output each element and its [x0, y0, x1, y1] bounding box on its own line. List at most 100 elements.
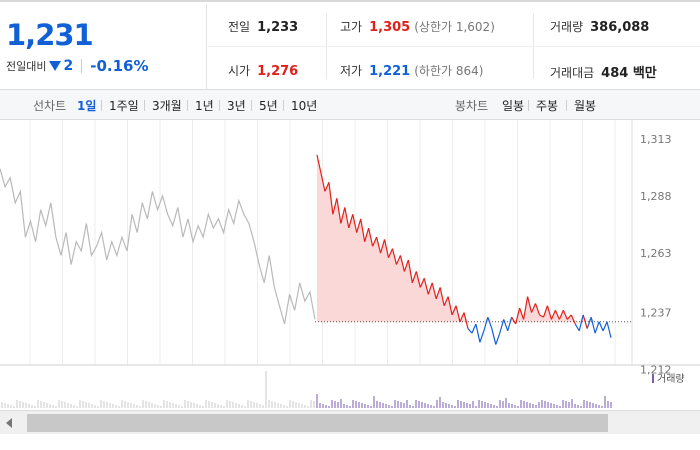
today-line-segment [336, 198, 342, 224]
y-tick-label: 1,212 [640, 364, 672, 377]
stat-volume: 거래량 386,088 [550, 18, 649, 35]
divider [283, 100, 284, 111]
stat-value: 1,276 [257, 64, 299, 79]
period-tab-3m[interactable]: 3개월 [152, 99, 182, 113]
today-line-segment [328, 182, 334, 215]
today-line-segment [411, 271, 417, 284]
period-tab-1y[interactable]: 1년 [195, 99, 214, 113]
line-chart-label: 선차트 [33, 99, 67, 113]
y-tick-label: 1,313 [640, 133, 672, 146]
current-price: 1,231 [6, 18, 94, 52]
stat-value: 1,233 [257, 20, 299, 35]
stat-value: 1,305 [369, 20, 411, 35]
stat-prev-close: 전일 1,233 [228, 18, 298, 35]
today-line-segment [407, 259, 413, 283]
today-line-segment [475, 323, 481, 343]
today-line-segment [320, 173, 326, 192]
today-line-segment [360, 218, 366, 242]
divider [81, 59, 83, 73]
legend-label: 거래량 [657, 373, 685, 385]
today-line-segment [427, 282, 433, 295]
today-line-segment [443, 296, 449, 306]
stat-value: 1,221 [369, 64, 411, 79]
today-line-segment [435, 287, 441, 300]
period-tab-5y[interactable]: 5년 [259, 99, 278, 113]
today-line-segment [391, 248, 398, 265]
today-line-segment [439, 287, 445, 306]
scrollbar-thumb[interactable] [27, 414, 608, 432]
period-tab-10y[interactable]: 10년 [291, 99, 318, 113]
today-line-segment [523, 296, 529, 320]
today-line-segment [383, 239, 390, 258]
up-fill-area [317, 154, 611, 322]
stat-label: 고가 [340, 20, 363, 34]
today-line-segment [463, 312, 469, 329]
candle-tab-daily[interactable]: 일봉 [502, 99, 525, 113]
candle-tab-monthly[interactable]: 월봉 [574, 99, 597, 113]
today-line-segment [598, 321, 604, 332]
chart-scrollbar[interactable] [0, 410, 700, 434]
change-rate: -0.16% [90, 57, 149, 75]
divider [219, 100, 220, 111]
today-line-segment [574, 323, 580, 332]
candle-tab-weekly[interactable]: 주봉 [536, 99, 559, 113]
price-box: 1,231 전일대비 2 -0.16% [0, 4, 207, 89]
today-line-segment [387, 248, 394, 258]
y-tick-label: 1,237 [640, 307, 672, 320]
today-line-segment [590, 316, 596, 334]
today-line-segment [542, 305, 548, 318]
stat-open: 시가 1,276 [228, 62, 298, 79]
today-line-segment [499, 319, 505, 334]
period-tab-1w[interactable]: 1주일 [109, 99, 139, 113]
stat-trade-value: 거래대금 484 백만 [550, 62, 657, 81]
divider [101, 100, 102, 111]
today-line-segment [364, 227, 370, 242]
prev-day-line [0, 168, 316, 325]
today-line-segment [602, 321, 608, 332]
today-line-segment [415, 271, 421, 288]
today-line-segment [344, 207, 350, 229]
today-line-segment [594, 321, 600, 334]
y-axis-labels: 1,313 1,288 1,263 1,237 1,212 [640, 133, 672, 377]
today-line-segment [379, 239, 386, 254]
chart-fill [317, 154, 611, 322]
stat-value: 386,088 [590, 20, 650, 35]
chart-toolbar: 선차트 1일 1주일 3개월 1년 3년 5년 10년 봉차트 일봉 주봉 월봉 [0, 89, 700, 120]
today-line-segment [372, 236, 378, 247]
scroll-left-icon[interactable] [6, 418, 12, 428]
today-line-segment [515, 307, 521, 325]
today-line-segment [368, 227, 374, 247]
divider [208, 46, 700, 47]
stat-value: 484 백만 [601, 66, 657, 81]
today-line-segment [539, 314, 544, 318]
today-line-segment [459, 312, 465, 322]
today-line-segment [554, 310, 560, 320]
divider [566, 100, 567, 111]
today-line-segment [483, 316, 489, 332]
today-line-segment [399, 255, 405, 272]
today-line-segment [376, 236, 382, 254]
today-line-segment [479, 330, 485, 343]
divider [144, 100, 145, 111]
period-tab-3y[interactable]: 3년 [227, 99, 246, 113]
today-line-segment [582, 314, 588, 329]
change-amount: 2 [63, 58, 74, 74]
stat-label: 거래대금 [550, 66, 595, 80]
today-line-segment [423, 278, 429, 295]
today-line-segment [316, 154, 322, 174]
period-tab-1d[interactable]: 1일 [77, 99, 97, 113]
today-line-segment [507, 316, 513, 332]
chart-lines [0, 154, 632, 345]
today-line-segment [519, 307, 525, 320]
today-line-segment [534, 303, 541, 316]
today-line-segment [511, 316, 517, 325]
stat-sub: (하한가 864) [414, 64, 484, 78]
today-line-segment [530, 303, 537, 313]
today-line-segment [348, 214, 354, 229]
today-line-segment [558, 310, 564, 320]
today-line-segment [495, 332, 501, 345]
legend-swatch [652, 374, 654, 383]
today-line-segment [451, 305, 457, 316]
change-row: 전일대비 2 -0.16% [6, 57, 149, 75]
